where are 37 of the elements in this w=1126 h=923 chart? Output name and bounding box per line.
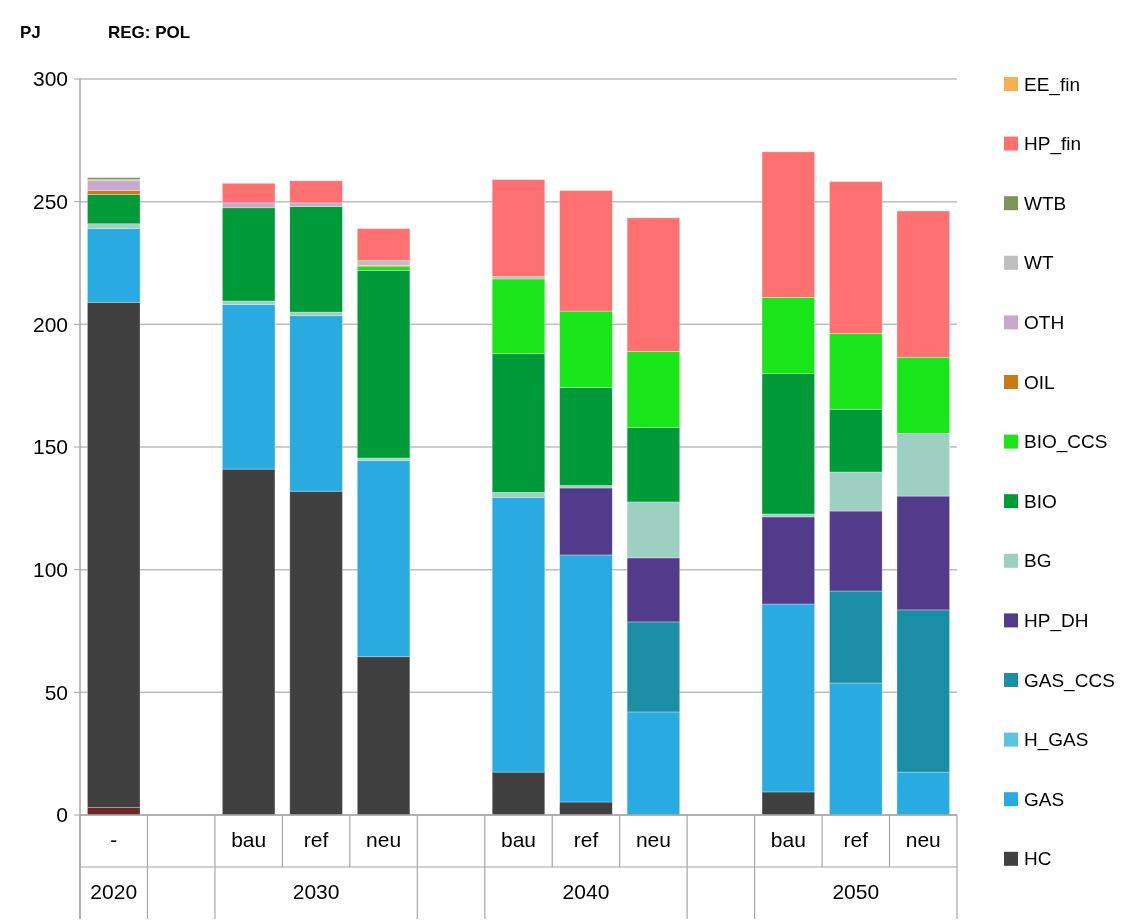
chart-title: REG: POL [108,23,191,42]
legend-label: HC [1024,848,1052,870]
x-tick-label: neu [635,828,671,851]
text: 2040 [562,880,610,903]
x-tick-label: ref [573,828,599,851]
legend-label: BIO_CCS [1024,431,1108,454]
legend-label: GAS [1024,788,1065,810]
legend-label: BIO [1024,490,1057,512]
legend-label: WTB [1024,192,1067,214]
y-tick-label: 0 [56,803,68,827]
x-tick-label: ref [843,828,869,851]
x-tick-label: neu [905,828,941,851]
text: 2050 [832,880,880,903]
x-tick-label: bau [231,828,267,851]
legend-label: OIL [1024,371,1055,393]
legend-label: WT [1024,252,1054,274]
legend-label: GAS_CCS [1024,669,1115,692]
legend-label: HP_fin [1024,133,1082,156]
y-tick-label: 200 [32,312,68,336]
y-tick-label: 300 [32,67,68,91]
y-tick-label: 100 [32,558,68,582]
x-tick-label: neu [366,828,402,851]
legend-label: HP_DH [1024,610,1089,633]
y-tick-label: 250 [32,190,68,214]
x-tick-label: bau [500,828,537,851]
legend-label: EE_fin [1024,73,1080,96]
x-tick-label: bau [770,828,806,851]
y-tick-label: 50 [44,680,68,704]
y-tick-label: 150 [32,435,68,459]
x-tick-label: ref [303,828,329,851]
legend-label: H_GAS [1024,729,1089,752]
text: 2020 [90,880,138,903]
y-axis-title: PJ [20,23,41,42]
text: 2030 [292,880,340,903]
x-tick-label: - [110,828,118,851]
legend-label: OTH [1024,312,1065,334]
legend-label: BG [1024,550,1052,572]
